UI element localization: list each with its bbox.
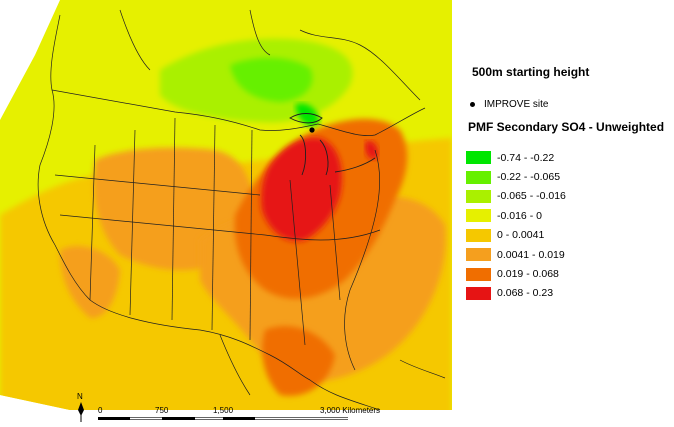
- legend-swatch: [466, 267, 491, 281]
- starting-height-label: 500m starting height: [472, 65, 590, 79]
- legend-swatch: [466, 286, 491, 300]
- legend-panel: 500m starting height IMPROVE site PMF Se…: [452, 0, 674, 427]
- north-label: N: [77, 392, 83, 401]
- legend-label: -0.065 - -0.016: [497, 190, 566, 203]
- legend-item: -0.016 - 0: [466, 206, 566, 225]
- legend-swatch: [466, 248, 491, 262]
- legend-label: -0.016 - 0: [497, 209, 542, 222]
- legend-item: -0.22 - -0.065: [466, 167, 566, 186]
- legend-item: -0.065 - -0.016: [466, 187, 566, 206]
- legend-classes: -0.74 - -0.22 -0.22 - -0.065 -0.065 - -0…: [466, 148, 566, 303]
- scale-tick-0: 0: [98, 406, 103, 415]
- map-panel: N 0 750 1,500 3,000 Kilometers: [0, 0, 452, 422]
- legend-swatch: [466, 228, 491, 242]
- legend-swatch: [466, 151, 491, 165]
- sulfate-field: [0, 0, 452, 410]
- improve-site-icon[interactable]: [309, 127, 315, 133]
- legend-label: 0.068 - 0.23: [497, 287, 554, 300]
- legend-label: 0 - 0.0041: [497, 229, 545, 242]
- legend-item: 0.019 - 0.068: [466, 264, 566, 283]
- site-legend-row: IMPROVE site: [470, 99, 548, 110]
- scale-tick-1: 750: [155, 406, 169, 415]
- legend-item: -0.74 - -0.22: [466, 148, 566, 167]
- black-dot-icon: [470, 101, 475, 107]
- legend-swatch: [466, 189, 491, 203]
- map-canvas: N 0 750 1,500 3,000 Kilometers: [0, 0, 452, 422]
- legend-swatch: [466, 170, 491, 184]
- north-arrow-icon: [78, 402, 84, 422]
- legend-label: -0.22 - -0.065: [497, 171, 561, 184]
- great-lakes: [289, 113, 376, 176]
- site-legend-label: IMPROVE site: [484, 99, 549, 110]
- boundary-lines: [37, 9, 446, 411]
- legend-item: 0 - 0.0041: [466, 226, 566, 245]
- legend-label: -0.74 - -0.22: [497, 151, 555, 164]
- legend-item: 0.0041 - 0.019: [466, 245, 566, 264]
- legend-title: PMF Secondary SO4 - Unweighted: [468, 120, 665, 134]
- scale-tick-2: 1,500: [213, 406, 234, 415]
- legend-label: 0.019 - 0.068: [497, 268, 559, 281]
- legend-item: 0.068 - 0.23: [466, 284, 566, 303]
- scale-end-label: 3,000 Kilometers: [320, 406, 380, 415]
- legend-label: 0.0041 - 0.019: [497, 248, 565, 261]
- scale-bar: [98, 417, 348, 420]
- legend-swatch: [466, 209, 491, 223]
